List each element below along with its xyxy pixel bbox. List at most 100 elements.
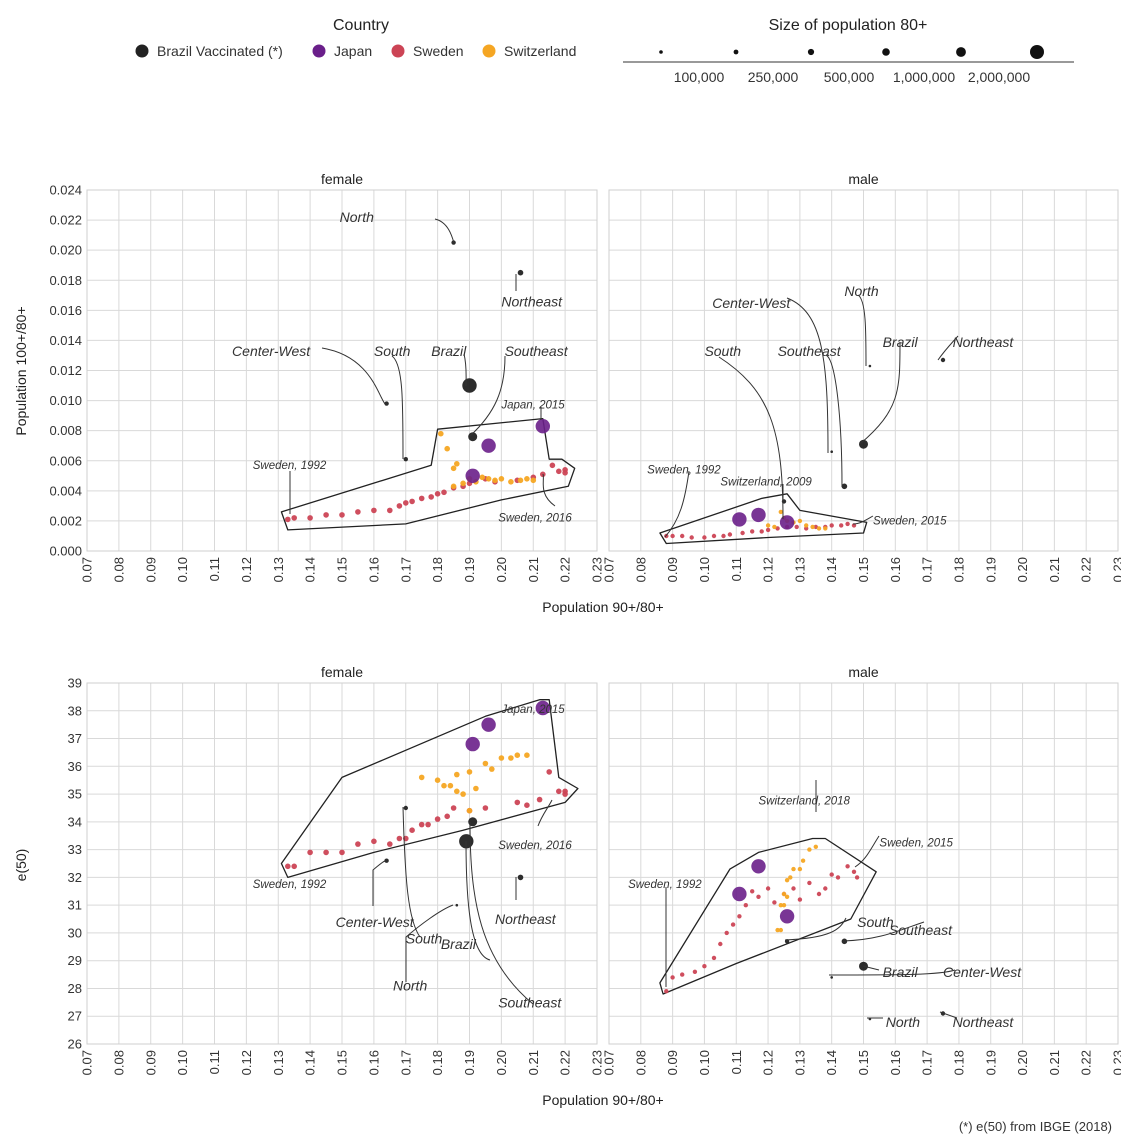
data-point xyxy=(444,813,451,820)
series-japan xyxy=(465,700,550,752)
annotations: Japan, 2015 Sweden, 2016 Sweden, 1992 Cente… xyxy=(253,704,573,1010)
x-tick-label: 0.21 xyxy=(1047,557,1062,582)
x-tick-label: 0.12 xyxy=(239,557,254,582)
x-tick-label: 0.20 xyxy=(1015,557,1030,582)
data-point xyxy=(562,470,568,476)
data-point xyxy=(737,914,742,919)
data-point xyxy=(285,516,291,523)
data-point xyxy=(517,269,524,276)
x-tick-label: 0.22 xyxy=(1079,557,1094,582)
data-point xyxy=(794,524,799,530)
annotation-label: South xyxy=(406,930,443,946)
x-tick-label: 0.17 xyxy=(398,557,413,582)
y-tick-label: 28 xyxy=(68,981,82,996)
annotation-leader-line xyxy=(434,218,455,244)
data-point xyxy=(702,964,707,969)
data-point xyxy=(689,535,694,540)
data-point xyxy=(339,512,345,518)
data-point xyxy=(800,858,806,863)
x-tick-label: 0.14 xyxy=(824,557,839,582)
y-tick-label: 36 xyxy=(68,759,82,774)
data-point xyxy=(323,512,329,518)
y-tick-label: 31 xyxy=(68,898,82,913)
data-point xyxy=(450,805,457,811)
annotation-leader-line xyxy=(469,355,506,437)
data-point xyxy=(535,419,550,434)
x-tick-label: 0.13 xyxy=(271,1050,286,1075)
panel-border xyxy=(608,682,1119,1045)
annotation-leader-line xyxy=(718,356,784,520)
y-tick-label: 0.012 xyxy=(49,363,82,378)
series-sweden xyxy=(664,864,860,994)
x-tick-label: 0.18 xyxy=(951,557,966,582)
annotations: North Northeast Center-West South Brazil Sout… xyxy=(232,209,572,524)
x-tick-label: 0.19 xyxy=(462,557,477,582)
data-point xyxy=(727,532,733,537)
data-point xyxy=(721,533,726,539)
data-point xyxy=(291,515,298,521)
data-point xyxy=(444,445,451,452)
data-point xyxy=(482,760,489,767)
series-japan xyxy=(732,859,795,924)
x-tick-label: 0.12 xyxy=(239,1050,254,1075)
data-point xyxy=(750,889,755,894)
data-point xyxy=(791,886,796,891)
x-tick-label: 0.16 xyxy=(366,557,381,582)
legend-size-dot xyxy=(1030,45,1044,59)
annotation-label: South xyxy=(374,343,411,359)
annotation-label: Sweden, 1992 xyxy=(253,460,327,472)
x-tick-label: 0.16 xyxy=(888,1050,903,1075)
data-point xyxy=(441,489,447,496)
x-tick-label: 0.10 xyxy=(697,1050,712,1075)
annotation-label: Sweden, 2015 xyxy=(873,515,947,527)
x-tick-label: 0.14 xyxy=(824,1050,839,1075)
annotation-label: Japan, 2015 xyxy=(500,400,565,412)
x-tick-label: 0.13 xyxy=(271,557,286,582)
y-tick-label: 0.000 xyxy=(49,544,82,559)
data-point xyxy=(481,438,496,453)
annotation-leader-line xyxy=(664,470,690,538)
annotation-leader-line xyxy=(937,335,959,361)
panel-grid xyxy=(86,189,598,552)
data-point xyxy=(409,498,415,505)
data-point xyxy=(403,500,409,506)
data-point xyxy=(434,816,441,822)
data-point xyxy=(339,849,345,856)
data-point xyxy=(396,503,403,509)
data-point xyxy=(680,972,685,977)
annotation-leader-line xyxy=(862,965,880,971)
panel-strip-label: female xyxy=(321,664,363,680)
y-tick-label: 34 xyxy=(68,814,82,829)
data-point xyxy=(465,736,480,752)
data-point xyxy=(732,886,747,902)
annotation-leader-line xyxy=(939,1011,958,1019)
data-point xyxy=(940,357,946,363)
data-point xyxy=(403,457,408,462)
x-tick-label: 0.11 xyxy=(207,1050,222,1074)
x-tick-label: 0.22 xyxy=(558,1050,573,1075)
data-point xyxy=(823,526,828,531)
data-point xyxy=(791,866,796,872)
data-point xyxy=(485,476,492,482)
annotation-leader-line xyxy=(859,341,901,445)
annotation-label: Northeast xyxy=(953,334,1015,350)
data-point xyxy=(807,847,812,852)
data-point xyxy=(670,533,675,539)
x-tick-label: 0.09 xyxy=(143,557,158,582)
data-point xyxy=(434,777,441,783)
annotation-label: Southeast xyxy=(889,922,953,938)
data-point xyxy=(854,875,860,880)
legend-size-label: 1,000,000 xyxy=(893,69,955,85)
data-point xyxy=(524,752,530,758)
data-point xyxy=(562,791,568,797)
x-tick-label: 0.22 xyxy=(1079,1050,1094,1075)
annotation-label: Southeast xyxy=(505,343,569,359)
data-point xyxy=(797,897,803,902)
annotation-leader-line xyxy=(537,799,553,827)
data-point xyxy=(740,530,745,536)
data-point xyxy=(454,771,460,778)
y-tick-label: 0.018 xyxy=(49,273,82,288)
panel-grid xyxy=(608,682,1119,1045)
annotation-label: South xyxy=(857,914,894,930)
x-tick-label: 0.12 xyxy=(761,1050,776,1075)
